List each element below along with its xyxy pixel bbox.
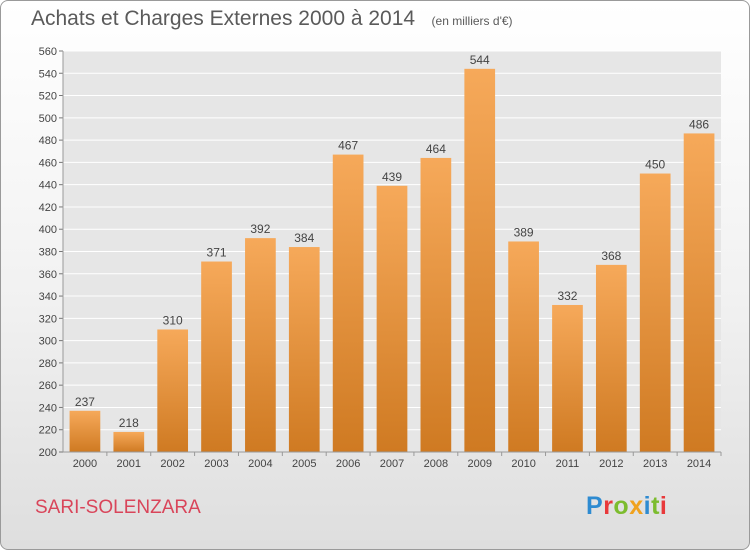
bar-2008 — [420, 157, 452, 452]
logo-letter: i — [643, 492, 652, 520]
x-tick-label-2006: 2006 — [336, 458, 360, 470]
x-tick-label-2001: 2001 — [117, 458, 141, 470]
data-label-2006: 467 — [338, 139, 358, 153]
bar-2014 — [683, 133, 715, 452]
logo-letter: P — [586, 492, 604, 520]
bar-2012 — [595, 264, 627, 452]
y-tick-label: 540 — [39, 68, 57, 80]
data-label-2007: 439 — [382, 170, 402, 184]
bar-2009 — [464, 68, 496, 453]
data-label-2000: 237 — [75, 395, 95, 409]
y-tick-label: 520 — [39, 91, 57, 103]
y-tick-label: 440 — [39, 180, 57, 192]
bar-2011 — [552, 304, 583, 452]
data-label-2005: 384 — [294, 231, 314, 245]
logo-letter: x — [629, 492, 644, 520]
bar-2003 — [201, 261, 232, 452]
logo-letter: t — [651, 492, 660, 520]
y-axis: 200 220 240 260 280 300 320 340 360 380 400 420 440 4… — [39, 46, 64, 459]
data-label-2001: 218 — [119, 416, 139, 430]
data-label-2003: 371 — [207, 246, 227, 260]
data-label-2011: 332 — [557, 289, 577, 303]
x-tick-label-2009: 2009 — [467, 458, 491, 470]
chart-title: Achats et Charges Externes 2000 à 2014 — [31, 7, 416, 30]
chart-subtitle: (en milliers d'€) — [431, 14, 513, 28]
commune-name: SARI-SOLENZARA — [35, 497, 201, 518]
y-tick-label: 220 — [39, 425, 57, 437]
x-tick-label-2011: 2011 — [556, 458, 580, 470]
title-block: Achats et Charges Externes 2000 à 2014 (… — [31, 7, 513, 31]
data-label-2008: 464 — [426, 142, 446, 156]
data-label-2013: 450 — [645, 158, 665, 172]
y-tick-label: 300 — [39, 336, 57, 348]
y-tick-label: 480 — [39, 135, 57, 147]
x-tick-label-2014: 2014 — [687, 458, 711, 470]
y-tick-label: 240 — [39, 402, 57, 414]
x-tick-label-2013: 2013 — [643, 458, 667, 470]
y-tick-label: 380 — [39, 247, 57, 259]
proxiti-logo[interactable]: Proxiti — [586, 492, 667, 521]
bar-2002 — [157, 329, 189, 452]
y-tick-label: 500 — [39, 113, 57, 125]
bar-2005 — [288, 247, 320, 452]
bar-2010 — [508, 241, 539, 452]
y-tick-label: 280 — [39, 358, 57, 370]
x-tick-label-2007: 2007 — [380, 458, 404, 470]
y-tick-label: 320 — [39, 313, 57, 325]
data-label-2002: 310 — [163, 313, 183, 327]
x-tick-label-2003: 2003 — [204, 458, 228, 470]
data-label-2010: 389 — [514, 225, 534, 239]
data-label-2012: 368 — [601, 249, 621, 263]
y-tick-label: 260 — [39, 380, 57, 392]
logo-letter: o — [613, 492, 630, 520]
y-tick-label: 400 — [39, 224, 57, 236]
bars: 237 218 310 371 392 384 467 439 464 544 389 332 368 4… — [69, 53, 715, 453]
y-tick-label: 560 — [39, 46, 57, 58]
x-tick-label-2008: 2008 — [424, 458, 448, 470]
bar-2013 — [639, 173, 671, 452]
logo-letter: r — [603, 492, 614, 520]
y-tick-label: 360 — [39, 269, 57, 281]
y-tick-label: 460 — [39, 157, 57, 169]
y-tick-label: 340 — [39, 291, 57, 303]
bar-2007 — [376, 185, 408, 452]
x-tick-label-2002: 2002 — [160, 458, 184, 470]
x-tick-label-2010: 2010 — [511, 458, 535, 470]
x-tick-label-2000: 2000 — [73, 458, 97, 470]
bar-2006 — [332, 154, 364, 452]
x-axis: 2000 2001 2002 2003 2004 2005 2006 2007 2008 2009… — [63, 451, 722, 470]
data-label-2004: 392 — [250, 222, 270, 236]
y-tick-label: 420 — [39, 202, 57, 214]
logo-letter: i — [659, 492, 668, 520]
bar-2000 — [69, 410, 101, 452]
x-tick-label-2005: 2005 — [292, 458, 316, 470]
bar-2001 — [113, 431, 145, 452]
x-tick-label-2012: 2012 — [599, 458, 623, 470]
bar-2004 — [245, 238, 276, 452]
x-tick-label-2004: 2004 — [248, 458, 272, 470]
data-label-2009: 544 — [470, 53, 490, 67]
y-tick-label: 200 — [39, 447, 57, 459]
data-label-2014: 486 — [689, 117, 709, 131]
